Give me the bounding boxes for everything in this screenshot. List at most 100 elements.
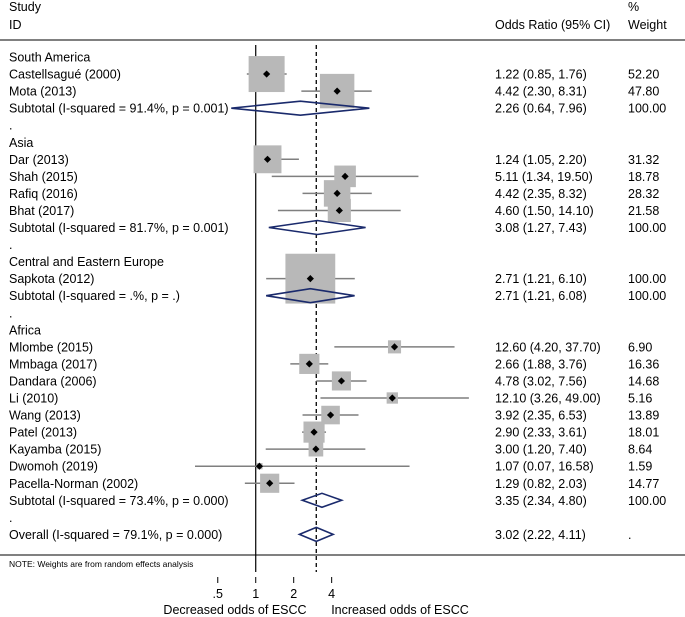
study-label: Patel (2013) bbox=[9, 426, 77, 440]
study-label: Mlombe (2015) bbox=[9, 340, 93, 354]
study-label: Mota (2013) bbox=[9, 85, 76, 99]
weight-value: 13.89 bbox=[628, 409, 659, 423]
study-label: Kayamba (2015) bbox=[9, 443, 101, 457]
point-estimate bbox=[306, 275, 314, 283]
or-ci-value: 12.60 (4.20, 37.70) bbox=[495, 340, 601, 354]
rows-layer: South America Castellsagué (2000) 1.22 (0.… bbox=[9, 45, 666, 572]
point-estimate bbox=[266, 479, 274, 487]
x-axis: .5 1 2 4 bbox=[213, 577, 335, 601]
header-weight: Weight bbox=[628, 18, 667, 32]
x-tick-label: 1 bbox=[252, 587, 259, 601]
x-tick-label: 4 bbox=[328, 587, 335, 601]
point-estimate bbox=[263, 70, 271, 78]
weight-value: 8.64 bbox=[628, 443, 652, 457]
header-odds-ratio: Odds Ratio (95% CI) bbox=[495, 18, 610, 32]
pooled-diamond bbox=[299, 492, 345, 509]
or-ci-value: 1.24 (1.05, 2.20) bbox=[495, 153, 587, 167]
x-tick-label: 2 bbox=[290, 587, 297, 601]
subtotal-label: Subtotal (I-squared = 81.7%, p = 0.001) bbox=[9, 221, 229, 235]
pooled-diamond bbox=[231, 100, 370, 116]
header-percent: % bbox=[628, 0, 639, 14]
pooled-diamond bbox=[297, 526, 336, 543]
study-label: Li (2010) bbox=[9, 392, 58, 406]
group-label: Central and Eastern Europe bbox=[9, 255, 164, 269]
group-label: Africa bbox=[9, 323, 41, 337]
or-ci-value: 3.08 (1.27, 7.43) bbox=[495, 221, 587, 235]
weight-value: 18.01 bbox=[628, 426, 659, 440]
header-study: Study bbox=[9, 0, 42, 14]
group-label: South America bbox=[9, 51, 90, 65]
weights-note: NOTE: Weights are from random effects an… bbox=[9, 559, 193, 569]
or-ci-value: 3.92 (2.35, 6.53) bbox=[495, 409, 587, 423]
study-label: Wang (2013) bbox=[9, 409, 81, 423]
or-ci-value: 4.42 (2.30, 8.31) bbox=[495, 85, 587, 99]
point-estimate bbox=[390, 343, 399, 351]
study-label: Bhat (2017) bbox=[9, 204, 74, 218]
dot-label: . bbox=[9, 238, 12, 252]
subtotal-label: Subtotal (I-squared = .%, p = .) bbox=[9, 289, 180, 303]
weight-value: 100.00 bbox=[628, 221, 666, 235]
weight-value: 5.16 bbox=[628, 392, 652, 406]
point-estimate bbox=[337, 377, 346, 385]
point-estimate bbox=[305, 360, 313, 368]
or-ci-value: 1.07 (0.07, 16.58) bbox=[495, 460, 594, 474]
study-label: Shah (2015) bbox=[9, 170, 78, 184]
point-estimate bbox=[388, 394, 396, 402]
study-label: Castellsagué (2000) bbox=[9, 68, 121, 82]
group-label: Asia bbox=[9, 136, 33, 150]
weight-value: 14.77 bbox=[628, 477, 659, 491]
point-estimate bbox=[310, 428, 318, 436]
weight-value: 100.00 bbox=[628, 272, 666, 286]
weight-value: 16.36 bbox=[628, 357, 659, 371]
xlabel-right: Increased odds of ESCC bbox=[331, 603, 469, 617]
pooled-diamond bbox=[266, 287, 355, 304]
or-ci-value: 3.02 (2.22, 4.11) bbox=[495, 528, 586, 542]
weight-value: 14.68 bbox=[628, 374, 659, 388]
pooled-diamond bbox=[268, 219, 366, 236]
dot-label: . bbox=[9, 511, 12, 525]
weight-value: 28.32 bbox=[628, 187, 659, 201]
or-ci-value: 3.00 (1.20, 7.40) bbox=[495, 443, 587, 457]
study-label: Pacella-Norman (2002) bbox=[9, 477, 138, 491]
point-estimate bbox=[341, 172, 349, 180]
weight-value: 100.00 bbox=[628, 494, 666, 508]
point-estimate bbox=[263, 155, 272, 163]
point-estimate bbox=[333, 87, 341, 95]
study-label: Rafiq (2016) bbox=[9, 187, 78, 201]
or-ci-value: 3.35 (2.34, 4.80) bbox=[495, 494, 587, 508]
or-ci-value: 12.10 (3.26, 49.00) bbox=[495, 392, 601, 406]
study-label: Mmbaga (2017) bbox=[9, 357, 97, 371]
overall-label: Overall (I-squared = 79.1%, p = 0.000) bbox=[9, 528, 222, 542]
weight-value: 21.58 bbox=[628, 204, 659, 218]
xlabel-left: Decreased odds of ESCC bbox=[163, 603, 306, 617]
dot-label: . bbox=[9, 306, 12, 320]
or-ci-value: 5.11 (1.34, 19.50) bbox=[495, 170, 593, 184]
point-estimate bbox=[335, 206, 343, 215]
subtotal-label: Subtotal (I-squared = 91.4%, p = 0.001) bbox=[9, 102, 229, 116]
or-ci-value: 2.90 (2.33, 3.61) bbox=[495, 426, 587, 440]
or-ci-value: 2.26 (0.64, 7.96) bbox=[495, 102, 587, 116]
subtotal-label: Subtotal (I-squared = 73.4%, p = 0.000) bbox=[9, 494, 229, 508]
weight-value: 31.32 bbox=[628, 153, 659, 167]
or-ci-value: 4.78 (3.02, 7.56) bbox=[495, 374, 587, 388]
or-ci-value: 2.71 (1.21, 6.10) bbox=[495, 272, 587, 286]
or-ci-value: 2.71 (1.21, 6.08) bbox=[495, 289, 587, 303]
or-ci-value: 1.29 (0.82, 2.03) bbox=[495, 477, 587, 491]
or-ci-value: 1.22 (0.85, 1.76) bbox=[495, 68, 587, 82]
weight-value: 100.00 bbox=[628, 102, 666, 116]
study-label: Dwomoh (2019) bbox=[9, 460, 98, 474]
point-estimate bbox=[255, 462, 264, 470]
study-label: Dandara (2006) bbox=[9, 374, 97, 388]
weight-value: 52.20 bbox=[628, 68, 659, 82]
or-ci-value: 4.42 (2.35, 8.32) bbox=[495, 187, 587, 201]
x-tick-label: .5 bbox=[213, 587, 223, 601]
study-label: Sapkota (2012) bbox=[9, 272, 94, 286]
weight-value: 1.59 bbox=[628, 460, 652, 474]
weight-value: 100.00 bbox=[628, 289, 666, 303]
weight-value: 18.78 bbox=[628, 170, 659, 184]
weight-value: 6.90 bbox=[628, 340, 652, 354]
weight-value: . bbox=[628, 528, 631, 542]
or-ci-value: 4.60 (1.50, 14.10) bbox=[495, 204, 594, 218]
weight-value: 47.80 bbox=[628, 85, 659, 99]
